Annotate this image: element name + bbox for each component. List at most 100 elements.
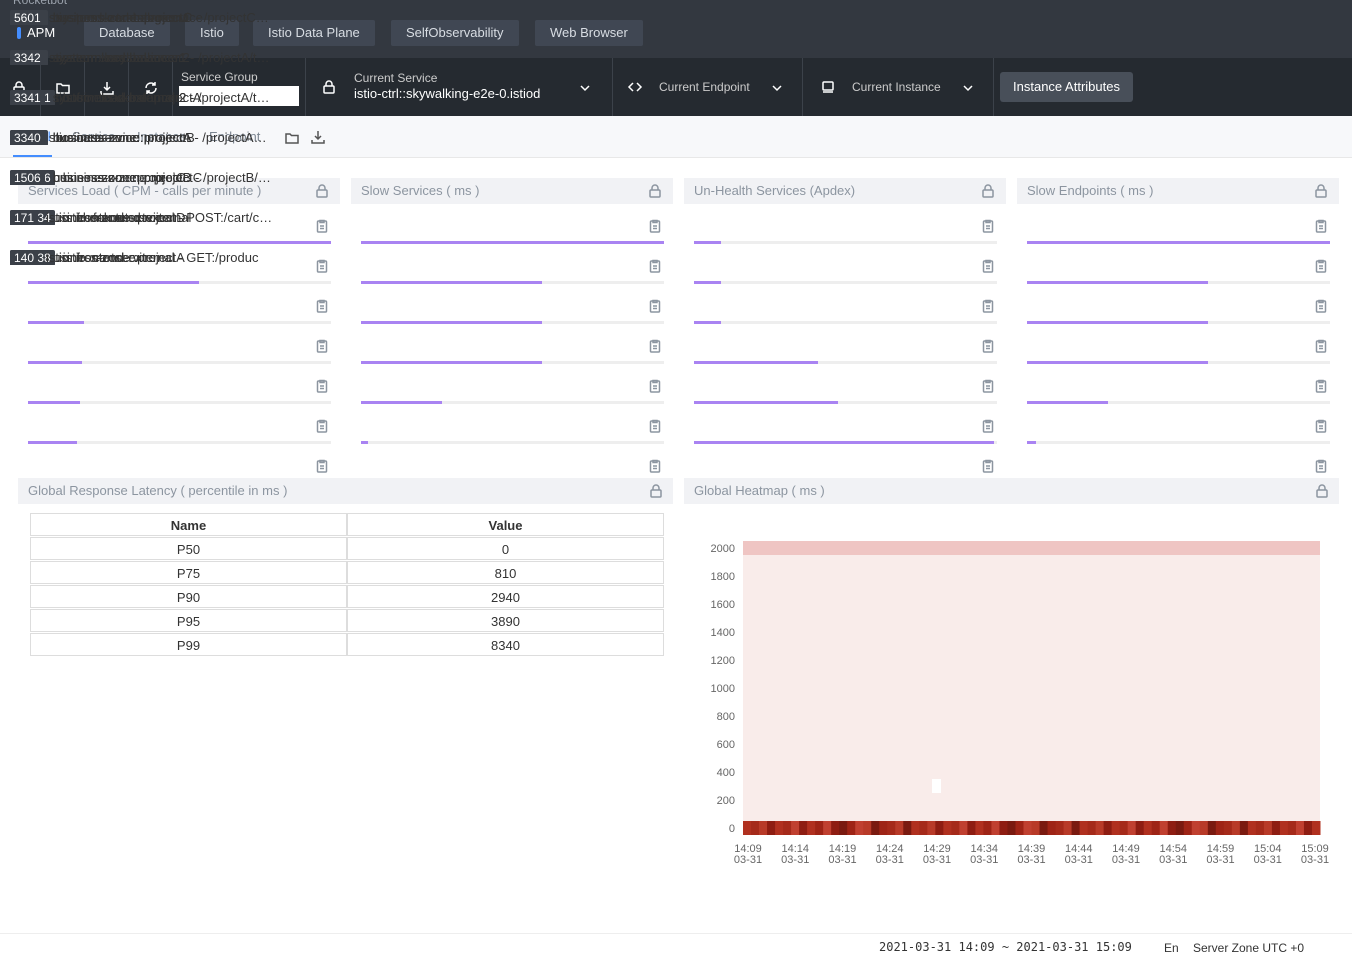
nav-tab[interactable]: Istio bbox=[185, 20, 239, 46]
heat-cell bbox=[823, 821, 832, 835]
copy-icon[interactable] bbox=[647, 298, 663, 314]
heat-cell bbox=[999, 821, 1008, 835]
copy-icon[interactable] bbox=[647, 458, 663, 474]
lock-icon[interactable] bbox=[647, 183, 663, 199]
current-endpoint[interactable]: Current Endpoint bbox=[659, 80, 750, 94]
copy-icon[interactable] bbox=[314, 218, 330, 234]
nav-tab[interactable]: Istio Data Plane bbox=[253, 20, 375, 46]
current-instance[interactable]: Current Instance bbox=[852, 80, 941, 94]
instance-attributes-button[interactable]: Instance Attributes bbox=[1000, 72, 1133, 102]
bar bbox=[28, 241, 331, 244]
bar bbox=[28, 321, 84, 324]
copy-icon[interactable] bbox=[314, 418, 330, 434]
separator bbox=[172, 58, 173, 116]
copy-icon[interactable] bbox=[647, 218, 663, 234]
copy-icon[interactable] bbox=[1313, 258, 1329, 274]
lock-icon[interactable] bbox=[1313, 183, 1329, 199]
nav-tab[interactable]: SelfObservability bbox=[391, 20, 519, 46]
x-tick-label: 03-31 bbox=[734, 854, 762, 866]
bar bbox=[28, 281, 200, 284]
endpoint-icon bbox=[627, 79, 643, 95]
panel-header: Slow Services ( ms ) bbox=[351, 178, 673, 204]
y-tick-label: 800 bbox=[717, 711, 735, 723]
table-cell: 8340 bbox=[347, 633, 664, 656]
table-cell: 3890 bbox=[347, 609, 664, 632]
lock-icon[interactable] bbox=[648, 483, 664, 499]
copy-icon[interactable] bbox=[1313, 338, 1329, 354]
copy-icon[interactable] bbox=[314, 338, 330, 354]
copy-icon[interactable] bbox=[980, 258, 996, 274]
bar bbox=[694, 361, 819, 364]
sub-tab[interactable]: Endpoint bbox=[209, 129, 261, 144]
copy-icon[interactable] bbox=[980, 458, 996, 474]
heat-cell bbox=[847, 821, 856, 835]
download-icon[interactable] bbox=[99, 80, 115, 96]
heat-cell bbox=[1183, 821, 1193, 835]
heat-cell bbox=[895, 821, 904, 835]
list-item: 3340 business-zone::projectA - /projectA… bbox=[10, 130, 290, 145]
copy-icon[interactable] bbox=[980, 418, 996, 434]
service-group-input[interactable] bbox=[179, 86, 299, 106]
folder-icon[interactable] bbox=[284, 130, 300, 146]
heat-cell bbox=[1311, 821, 1321, 835]
x-tick-label: 03-31 bbox=[1017, 854, 1045, 866]
copy-icon[interactable] bbox=[314, 378, 330, 394]
language[interactable]: En bbox=[1164, 941, 1179, 955]
chevron[interactable] bbox=[577, 80, 593, 96]
y-tick-label: 1000 bbox=[711, 683, 735, 695]
bar-track bbox=[28, 401, 331, 404]
copy-icon[interactable] bbox=[314, 458, 330, 474]
separator bbox=[993, 58, 994, 116]
heat-cell bbox=[1063, 821, 1073, 835]
service-icon bbox=[321, 79, 337, 95]
sub-tab-bar bbox=[0, 116, 1352, 158]
heat-cell bbox=[951, 821, 960, 835]
copy-icon[interactable] bbox=[314, 298, 330, 314]
chevron[interactable] bbox=[769, 80, 785, 96]
sub-tab[interactable]: Instance bbox=[137, 129, 187, 144]
download-icon[interactable] bbox=[310, 129, 326, 145]
copy-icon[interactable] bbox=[1313, 218, 1329, 234]
heat-cell bbox=[1143, 821, 1153, 835]
copy-icon[interactable] bbox=[647, 378, 663, 394]
bar-track bbox=[694, 401, 997, 404]
table-cell: P90 bbox=[30, 585, 347, 608]
folder-icon[interactable] bbox=[55, 80, 71, 96]
copy-icon[interactable] bbox=[980, 218, 996, 234]
bar bbox=[361, 441, 368, 444]
nav-tab[interactable]: Database bbox=[84, 20, 170, 46]
heat-cell bbox=[1095, 821, 1105, 835]
lock-icon[interactable] bbox=[980, 183, 996, 199]
copy-icon[interactable] bbox=[1313, 298, 1329, 314]
item-label: business-zone::projectA - /projectA… bbox=[52, 130, 267, 145]
copy-icon[interactable] bbox=[980, 298, 996, 314]
heat-cell bbox=[1023, 821, 1032, 835]
bar bbox=[694, 281, 722, 284]
sub-tab[interactable]: Service bbox=[72, 129, 116, 144]
value-badge: 3340 bbox=[10, 130, 45, 145]
heat-cell bbox=[871, 821, 880, 835]
copy-icon[interactable] bbox=[1313, 378, 1329, 394]
heat-cell bbox=[791, 821, 800, 835]
bar-track bbox=[694, 241, 997, 244]
lock-icon[interactable] bbox=[1314, 483, 1330, 499]
chevron[interactable] bbox=[960, 80, 976, 96]
copy-icon[interactable] bbox=[647, 418, 663, 434]
copy-icon[interactable] bbox=[647, 258, 663, 274]
copy-icon[interactable] bbox=[980, 338, 996, 354]
y-tick-label: 1200 bbox=[711, 655, 735, 667]
copy-icon[interactable] bbox=[1313, 458, 1329, 474]
current-service[interactable]: istio-ctrl::skywalking-e2e-0.istiod bbox=[354, 86, 541, 101]
bar bbox=[1027, 441, 1037, 444]
copy-icon[interactable] bbox=[314, 258, 330, 274]
copy-icon[interactable] bbox=[647, 338, 663, 354]
lock-icon[interactable] bbox=[314, 183, 330, 199]
nav-tab[interactable]: Web Browser bbox=[535, 20, 643, 46]
copy-icon[interactable] bbox=[980, 378, 996, 394]
refresh-icon[interactable] bbox=[143, 80, 159, 96]
bar bbox=[28, 441, 77, 444]
panel-list bbox=[1017, 208, 1339, 470]
time-range[interactable]: 2021-03-31 14:09 ~ 2021-03-31 15:09 bbox=[879, 940, 1132, 954]
copy-icon[interactable] bbox=[1313, 418, 1329, 434]
